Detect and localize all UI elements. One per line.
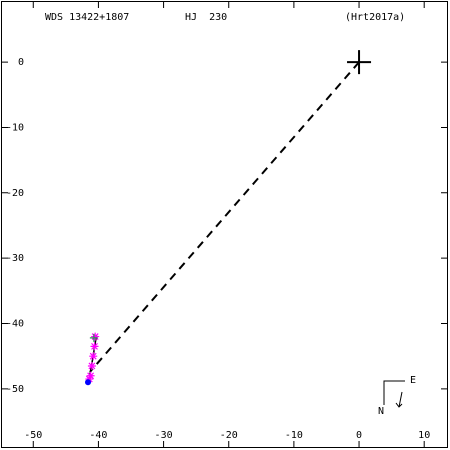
compass-arrow: [395, 391, 403, 408]
y-tick-label: -10: [6, 122, 24, 133]
compass: [383, 380, 405, 405]
x-tick-label: 0: [356, 430, 362, 441]
primary-star: [347, 50, 372, 75]
y-tick-label: -30: [6, 253, 24, 264]
compass-north: N: [378, 406, 384, 417]
point: [89, 352, 98, 361]
point: [85, 375, 94, 384]
y-tick-label: -50: [6, 384, 24, 395]
x-tick-label: -30: [155, 430, 173, 441]
x-tick-label: -40: [89, 430, 107, 441]
x-tick-label: -10: [285, 430, 303, 441]
x-tick-label: -50: [24, 430, 42, 441]
chart-subtitle: HJ 230: [185, 12, 227, 23]
chart-title: WDS 13422+1807: [45, 12, 129, 23]
x-tick-label: 10: [418, 430, 430, 441]
y-tick-label: 0: [18, 57, 24, 68]
point: [86, 371, 95, 380]
compass-east: E: [410, 375, 416, 386]
point: [89, 333, 98, 342]
point: [90, 342, 99, 351]
y-tick-label: -40: [6, 318, 24, 329]
point: [87, 361, 96, 370]
y-tick-label: -20: [6, 188, 24, 199]
dashed-line: [89, 61, 360, 373]
reference: (Hrt2017a): [345, 12, 405, 23]
point: [85, 379, 92, 386]
point: [91, 332, 100, 341]
x-tick-label: -20: [220, 430, 238, 441]
